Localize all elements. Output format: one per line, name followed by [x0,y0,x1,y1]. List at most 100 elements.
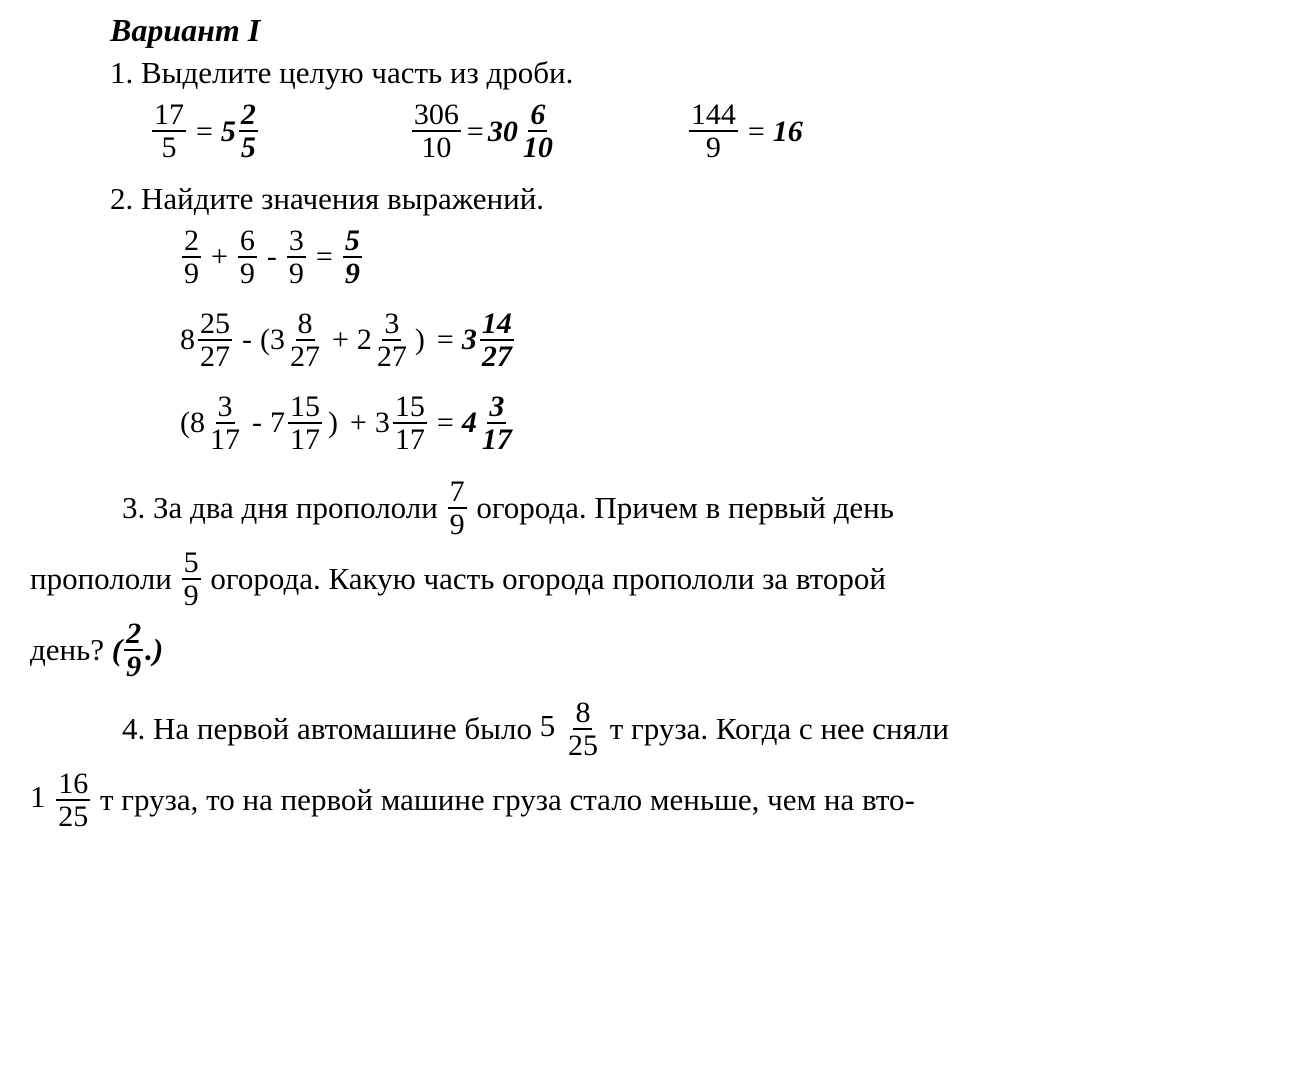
q2-line2: 8 25 27 - ( 3 8 27 + 2 3 27 ) = 3 [180,308,1285,373]
numerator: 5 [343,225,362,259]
fraction: 8 25 [566,697,600,762]
numerator: 6 [528,99,547,133]
open-paren: ( [180,404,190,442]
page: Вариант I 1. Выделите целую часть из дро… [0,0,1315,833]
fraction: 306 10 [412,99,461,164]
text: 3. За два дня пропололи [122,489,446,528]
denominator: 27 [288,341,322,373]
equals-sign: = [316,238,333,276]
numerator: 144 [689,99,738,133]
denominator: 10 [419,132,453,164]
whole-part: 5 [540,708,556,743]
equals-sign: = [437,321,454,359]
denominator: 27 [375,341,409,373]
fraction: 3 17 [480,391,514,456]
whole-part: 7 [270,404,285,442]
q2-prompt: 2. Найдите значения выражений. [110,180,1285,219]
numerator: 3 [382,308,401,342]
plus-sign: + [211,238,228,276]
fraction: 17 5 [152,99,186,164]
denominator: 5 [239,132,258,164]
answer-mixed: 30 6 10 [488,99,557,164]
q3-line3: день? ( 2 9 .) [30,618,1285,683]
q2-line3: ( 8 3 17 - 7 15 17 ) + 3 15 17 = 4 [180,391,1285,456]
text: огорода. Какую часть огорода пропололи з… [203,560,886,599]
denominator: 10 [521,132,555,164]
fraction: 25 27 [198,308,232,373]
denominator: 17 [393,424,427,456]
close-paren: ) [415,321,425,359]
whole-part: 8 [180,321,195,359]
numerator: 3 [216,391,235,425]
fraction: 6 9 [238,225,257,290]
denominator: 9 [287,258,306,290]
q3-paragraph: 3. За два дня пропололи 7 9 огорода. При… [30,476,1285,683]
whole-part: 1 [30,779,46,814]
whole-part: 4 [462,404,477,442]
whole-part: 3 [462,321,477,359]
answer-whole: 16 [773,113,803,151]
numerator: 6 [238,225,257,259]
mixed-number: 8 25 27 [180,308,234,373]
close-paren: ) [328,404,338,442]
answer-mixed: 4 3 17 [462,391,516,456]
denominator: 17 [288,424,322,456]
q2-line1: 2 9 + 6 9 - 3 9 = 5 9 [180,225,1285,290]
denominator: 9 [448,509,467,541]
numerator: 17 [152,99,186,133]
mixed-number: 2 3 27 [357,308,411,373]
answer-fraction: 2 9 [124,618,143,683]
q1-row: 17 5 = 5 2 5 306 10 = 30 6 [150,99,1285,164]
plus-sign: + [350,404,367,442]
numerator: 14 [480,308,514,342]
fraction: 15 17 [288,391,322,456]
answer-open: ( [112,631,122,670]
plus-sign: + [332,321,349,359]
fraction: 6 10 [521,99,555,164]
fraction: 16 25 [56,768,90,833]
mixed-number: 7 15 17 [270,391,324,456]
mixed-number: 1 16 25 [30,768,92,833]
text: пропололи [30,560,180,599]
answer-mixed: 3 14 27 [462,308,516,373]
numerator: 8 [573,697,592,731]
numerator: 15 [393,391,427,425]
fraction: 14 27 [480,308,514,373]
q3-line1: 3. За два дня пропололи 7 9 огорода. При… [30,476,1285,541]
minus-sign: - [252,404,262,442]
numerator: 306 [412,99,461,133]
numerator: 8 [296,308,315,342]
fraction: 7 9 [448,476,467,541]
denominator: 25 [566,730,600,762]
numerator: 2 [182,225,201,259]
denominator: 17 [480,424,514,456]
equals-sign: = [467,113,484,151]
whole-part: 2 [357,321,372,359]
q4-line1: 4. На первой автомашине было 5 8 25 т гр… [30,697,1285,762]
numerator: 3 [487,391,506,425]
numerator: 15 [288,391,322,425]
denominator: 9 [182,580,201,612]
fraction: 3 17 [208,391,242,456]
text: т груза. Когда с нее сняли [602,710,949,749]
equals-sign: = [196,113,213,151]
variant-title: Вариант I [110,10,1285,50]
fraction: 2 5 [239,99,258,164]
fraction: 2 9 [182,225,201,290]
minus-sign: - [242,321,252,359]
q1-prompt: 1. Выделите целую часть из дроби. [110,54,1285,93]
fraction: 3 9 [287,225,306,290]
text: т груза, то на первой машине груза стало… [92,781,915,820]
q1-item-3: 144 9 = 16 [687,99,803,164]
minus-sign: - [267,238,277,276]
q3-line2: пропололи 5 9 огорода. Какую часть огоро… [30,547,1285,612]
answer-close: .) [145,631,163,670]
open-paren: ( [260,321,270,359]
denominator: 17 [208,424,242,456]
mixed-number: 5 8 25 [540,697,602,762]
numerator: 2 [239,99,258,133]
fraction: 144 9 [689,99,738,164]
whole-part: 3 [270,321,285,359]
numerator: 2 [124,618,143,652]
denominator: 9 [124,651,143,683]
